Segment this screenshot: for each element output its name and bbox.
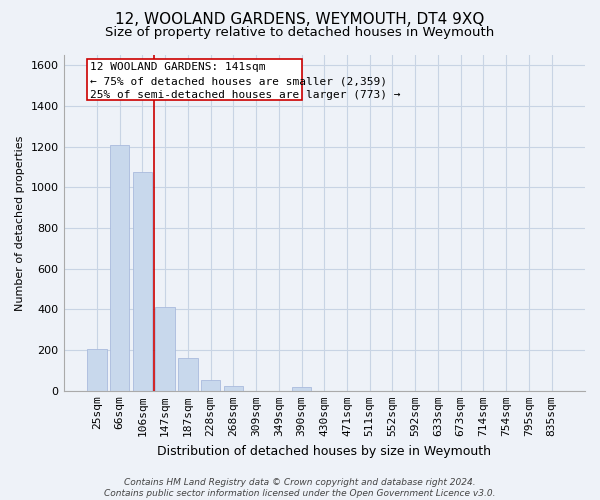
Bar [87, 349, 107, 391]
X-axis label: Distribution of detached houses by size in Weymouth: Distribution of detached houses by size … [157, 444, 491, 458]
Text: Contains HM Land Registry data © Crown copyright and database right 2024.
Contai: Contains HM Land Registry data © Crown c… [104, 478, 496, 498]
Y-axis label: Number of detached properties: Number of detached properties [15, 135, 25, 310]
Text: 12 WOOLAND GARDENS: 141sqm
← 75% of detached houses are smaller (2,359)
25% of s: 12 WOOLAND GARDENS: 141sqm ← 75% of deta… [90, 62, 401, 100]
Bar [110, 144, 130, 391]
Bar [155, 308, 175, 391]
Text: 12, WOOLAND GARDENS, WEYMOUTH, DT4 9XQ: 12, WOOLAND GARDENS, WEYMOUTH, DT4 9XQ [115, 12, 485, 28]
FancyBboxPatch shape [86, 59, 302, 100]
Bar [224, 386, 243, 391]
Bar [201, 380, 220, 391]
Bar [292, 386, 311, 391]
Bar [178, 358, 197, 391]
Text: Size of property relative to detached houses in Weymouth: Size of property relative to detached ho… [106, 26, 494, 39]
Bar [133, 172, 152, 391]
